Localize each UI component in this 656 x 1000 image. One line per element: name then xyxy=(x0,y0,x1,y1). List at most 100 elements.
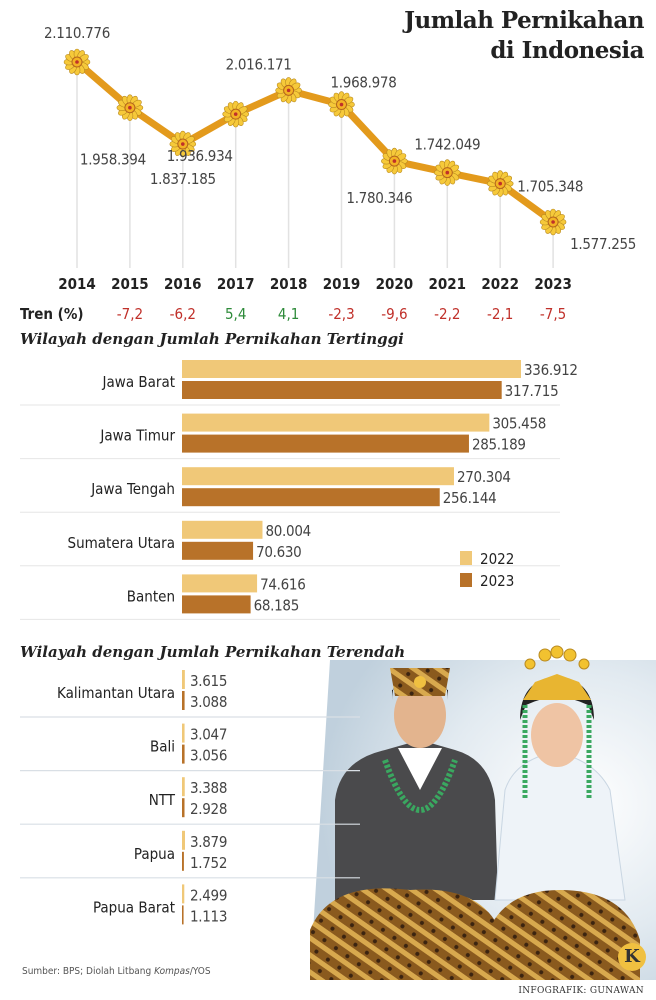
bar-value: 3.047 xyxy=(190,726,227,744)
region-label: Banten xyxy=(127,587,175,605)
highest-section-title: Wilayah dengan Jumlah Pernikahan Terting… xyxy=(20,330,404,348)
bar-2022 xyxy=(182,830,185,850)
bar-value: 3.056 xyxy=(190,747,227,765)
bar-value: 3.388 xyxy=(190,779,227,797)
bar-2023 xyxy=(182,691,185,710)
value-label: 2.016.171 xyxy=(226,55,292,73)
flower-marker xyxy=(433,159,461,186)
groom-figure xyxy=(310,668,500,980)
flower-marker xyxy=(539,208,567,236)
trend-value: -6,2 xyxy=(170,305,196,323)
bar-2023 xyxy=(182,744,185,764)
bar-2023 xyxy=(182,541,254,560)
bar-value: 256.144 xyxy=(443,489,497,507)
trend-value: -2,1 xyxy=(487,305,513,323)
value-label: 1.577.255 xyxy=(570,235,636,253)
source-prefix: Sumber: BPS; Diolah Litbang xyxy=(22,966,155,977)
bar-2023 xyxy=(182,798,185,818)
bar-value: 68.185 xyxy=(254,596,299,614)
bar-2022 xyxy=(182,574,258,593)
value-label: 2.110.776 xyxy=(44,24,110,42)
year-label: 2016 xyxy=(164,275,202,293)
trend-value: 4,1 xyxy=(278,305,299,323)
lowest-section-title: Wilayah dengan Jumlah Pernikahan Terenda… xyxy=(20,643,406,661)
bride-figure xyxy=(485,645,640,980)
bar-value: 1.113 xyxy=(190,907,227,925)
bar-2022 xyxy=(182,413,490,432)
region-label: Sumatera Utara xyxy=(68,534,175,552)
bar-value: 3.088 xyxy=(190,693,227,711)
trend-line xyxy=(74,59,556,225)
bar-value: 80.004 xyxy=(265,522,310,540)
flower-marker xyxy=(222,100,249,128)
flower-marker xyxy=(381,147,408,175)
value-label: 1.742.049 xyxy=(414,136,480,154)
flower-marker xyxy=(328,91,355,118)
trend-value: -2,3 xyxy=(328,305,354,323)
trend-label: Tren (%) xyxy=(20,305,84,323)
value-label: 1.936.934 xyxy=(167,147,233,165)
trend-value: -2,2 xyxy=(434,305,460,323)
year-label: 2020 xyxy=(376,275,414,293)
value-label: 1.968.978 xyxy=(331,74,397,92)
trend-value: 5,4 xyxy=(225,305,246,323)
bar-2022 xyxy=(182,360,521,378)
bar-value: 305.458 xyxy=(492,415,546,433)
bar-value: 70.630 xyxy=(256,543,301,561)
source-italic: Kompas xyxy=(154,966,190,977)
flower-marker xyxy=(486,170,514,197)
year-label: 2023 xyxy=(534,275,572,293)
title-line-1: Jumlah Pernikahan xyxy=(404,7,644,34)
year-label: 2018 xyxy=(270,275,308,293)
flower-marker xyxy=(116,94,144,121)
bar-value: 2.928 xyxy=(190,800,227,818)
region-label: Papua xyxy=(134,845,175,863)
region-label: Jawa Timur xyxy=(99,427,175,445)
year-label: 2014 xyxy=(58,275,96,293)
legend-swatch-2022 xyxy=(460,551,472,565)
year-label: 2019 xyxy=(323,275,361,293)
bar-2023 xyxy=(182,905,184,925)
bar-2022 xyxy=(182,723,185,743)
bar-2022 xyxy=(182,777,185,797)
flower-marker xyxy=(63,48,91,76)
value-label: 1.958.394 xyxy=(80,151,146,169)
trend-value: -9,6 xyxy=(381,305,407,323)
bar-2022 xyxy=(182,467,454,486)
bar-value: 74.616 xyxy=(260,575,305,593)
kompas-logo: K xyxy=(618,943,646,971)
year-label: 2015 xyxy=(111,275,149,293)
flower-marker xyxy=(169,130,197,158)
region-label: Kalimantan Utara xyxy=(57,684,175,702)
value-label: 1.705.348 xyxy=(517,178,583,196)
legend-swatch-2023 xyxy=(460,573,472,587)
source-note: Sumber: BPS; Diolah Litbang Kompas/YOS xyxy=(22,966,211,977)
bar-value: 270.304 xyxy=(457,468,511,486)
value-label: 1.837.185 xyxy=(150,170,216,188)
legend-label: 2023 xyxy=(480,572,514,590)
region-label: Bali xyxy=(150,738,175,756)
value-label: 1.780.346 xyxy=(346,189,412,207)
source-suffix: /YOS xyxy=(189,966,211,977)
bar-value: 3.879 xyxy=(190,833,227,851)
bar-value: 2.499 xyxy=(190,886,227,904)
legend-label: 2022 xyxy=(480,550,514,568)
year-label: 2022 xyxy=(481,275,519,293)
bar-2023 xyxy=(182,434,469,453)
bar-2022 xyxy=(182,884,185,904)
trend-value: -7,2 xyxy=(117,305,143,323)
title-line-2: di Indonesia xyxy=(490,37,644,64)
bar-2022 xyxy=(182,670,185,689)
bar-value: 1.752 xyxy=(190,854,227,872)
bar-value: 336.912 xyxy=(524,361,578,379)
bar-2023 xyxy=(182,595,251,614)
bar-2023 xyxy=(182,851,184,871)
bar-2023 xyxy=(182,381,502,399)
year-label: 2017 xyxy=(217,275,255,293)
bar-2022 xyxy=(182,520,263,539)
bar-value: 3.615 xyxy=(190,672,227,690)
region-label: NTT xyxy=(149,791,176,809)
trend-value: -7,5 xyxy=(540,305,566,323)
